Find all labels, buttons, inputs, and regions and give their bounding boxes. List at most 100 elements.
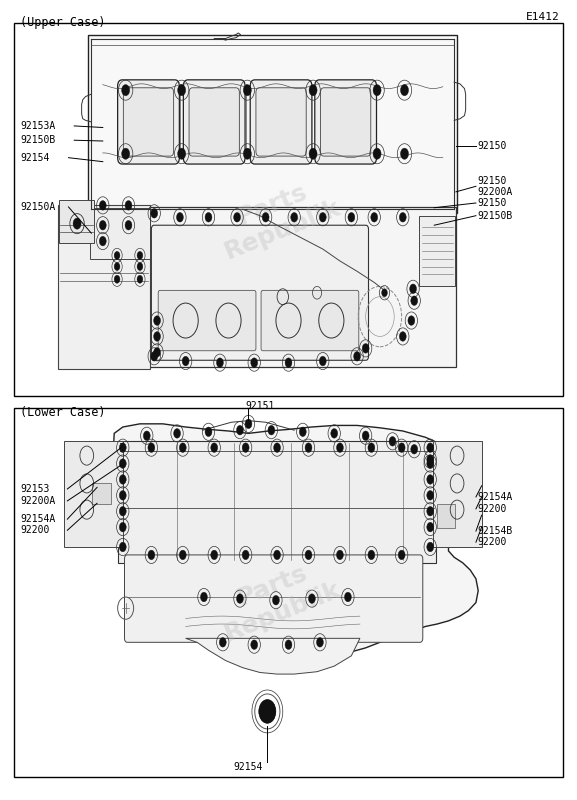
Text: 92154A: 92154A: [20, 514, 55, 524]
Circle shape: [411, 296, 418, 306]
Circle shape: [151, 351, 158, 361]
Circle shape: [348, 213, 355, 222]
Circle shape: [153, 347, 160, 357]
FancyBboxPatch shape: [419, 216, 455, 286]
Circle shape: [368, 443, 375, 453]
Circle shape: [299, 427, 306, 437]
Circle shape: [216, 358, 223, 367]
FancyBboxPatch shape: [14, 408, 563, 778]
FancyBboxPatch shape: [14, 22, 563, 396]
Circle shape: [373, 148, 381, 159]
Circle shape: [119, 474, 126, 484]
Circle shape: [309, 148, 317, 159]
Text: Parts
Republik: Parts Republik: [210, 170, 344, 265]
Circle shape: [427, 542, 434, 552]
Circle shape: [137, 275, 143, 283]
Circle shape: [114, 251, 120, 259]
FancyBboxPatch shape: [315, 80, 377, 164]
Circle shape: [427, 506, 434, 516]
Circle shape: [427, 455, 434, 464]
Circle shape: [263, 705, 272, 718]
Circle shape: [319, 213, 326, 222]
Circle shape: [125, 201, 132, 210]
FancyBboxPatch shape: [433, 441, 482, 547]
FancyBboxPatch shape: [183, 80, 245, 164]
Circle shape: [344, 592, 351, 602]
Circle shape: [137, 251, 143, 259]
Circle shape: [119, 542, 126, 552]
Circle shape: [99, 201, 106, 210]
Text: 92150: 92150: [477, 176, 507, 186]
Circle shape: [427, 458, 434, 468]
Circle shape: [371, 213, 377, 222]
Text: 92154B: 92154B: [477, 526, 512, 536]
Circle shape: [119, 443, 126, 453]
Text: 92200: 92200: [477, 504, 507, 514]
Circle shape: [219, 638, 226, 647]
Circle shape: [143, 431, 150, 441]
Circle shape: [177, 213, 183, 222]
Circle shape: [400, 85, 409, 96]
Circle shape: [99, 236, 106, 246]
Circle shape: [427, 474, 434, 484]
Text: 92150A: 92150A: [20, 202, 55, 212]
Circle shape: [336, 443, 343, 453]
Circle shape: [237, 594, 243, 603]
Circle shape: [148, 550, 155, 560]
Circle shape: [273, 443, 280, 453]
Text: 92200A: 92200A: [20, 496, 55, 506]
Circle shape: [305, 550, 312, 560]
FancyBboxPatch shape: [59, 200, 94, 242]
Circle shape: [243, 85, 252, 96]
Circle shape: [309, 594, 316, 603]
Circle shape: [243, 148, 252, 159]
FancyBboxPatch shape: [90, 208, 149, 258]
Circle shape: [200, 592, 207, 602]
FancyBboxPatch shape: [151, 226, 369, 360]
Circle shape: [99, 221, 106, 230]
Text: 92151: 92151: [245, 401, 275, 410]
Circle shape: [398, 443, 405, 453]
Circle shape: [291, 213, 298, 222]
FancyBboxPatch shape: [64, 441, 123, 547]
Text: 92154A: 92154A: [477, 492, 512, 502]
FancyBboxPatch shape: [58, 206, 150, 369]
Text: 92200: 92200: [477, 538, 507, 547]
FancyBboxPatch shape: [437, 504, 455, 528]
FancyBboxPatch shape: [118, 80, 179, 164]
Circle shape: [389, 437, 396, 446]
Circle shape: [399, 332, 406, 342]
Circle shape: [411, 445, 418, 454]
Circle shape: [153, 316, 160, 326]
Text: 92154: 92154: [234, 762, 263, 772]
Circle shape: [399, 213, 406, 222]
Circle shape: [273, 550, 280, 560]
Circle shape: [381, 289, 387, 297]
Circle shape: [268, 426, 275, 435]
Circle shape: [211, 550, 218, 560]
FancyBboxPatch shape: [261, 290, 359, 350]
Circle shape: [317, 638, 323, 647]
Circle shape: [153, 332, 160, 342]
Circle shape: [137, 262, 143, 270]
Circle shape: [234, 213, 241, 222]
Text: 92154: 92154: [20, 153, 49, 162]
FancyBboxPatch shape: [89, 207, 456, 366]
Circle shape: [119, 458, 126, 468]
Polygon shape: [113, 424, 478, 657]
FancyBboxPatch shape: [189, 88, 239, 156]
FancyBboxPatch shape: [118, 441, 436, 563]
Text: 92150B: 92150B: [20, 135, 55, 146]
Circle shape: [427, 443, 434, 453]
Text: (Lower Case): (Lower Case): [20, 406, 106, 419]
Text: 92150B: 92150B: [477, 210, 512, 221]
Circle shape: [319, 356, 326, 366]
FancyBboxPatch shape: [320, 88, 371, 156]
Circle shape: [362, 431, 369, 441]
Circle shape: [178, 148, 186, 159]
Circle shape: [114, 262, 120, 270]
Circle shape: [336, 550, 343, 560]
Circle shape: [179, 443, 186, 453]
FancyBboxPatch shape: [256, 88, 306, 156]
Text: Parts
Republik: Parts Republik: [210, 551, 344, 646]
